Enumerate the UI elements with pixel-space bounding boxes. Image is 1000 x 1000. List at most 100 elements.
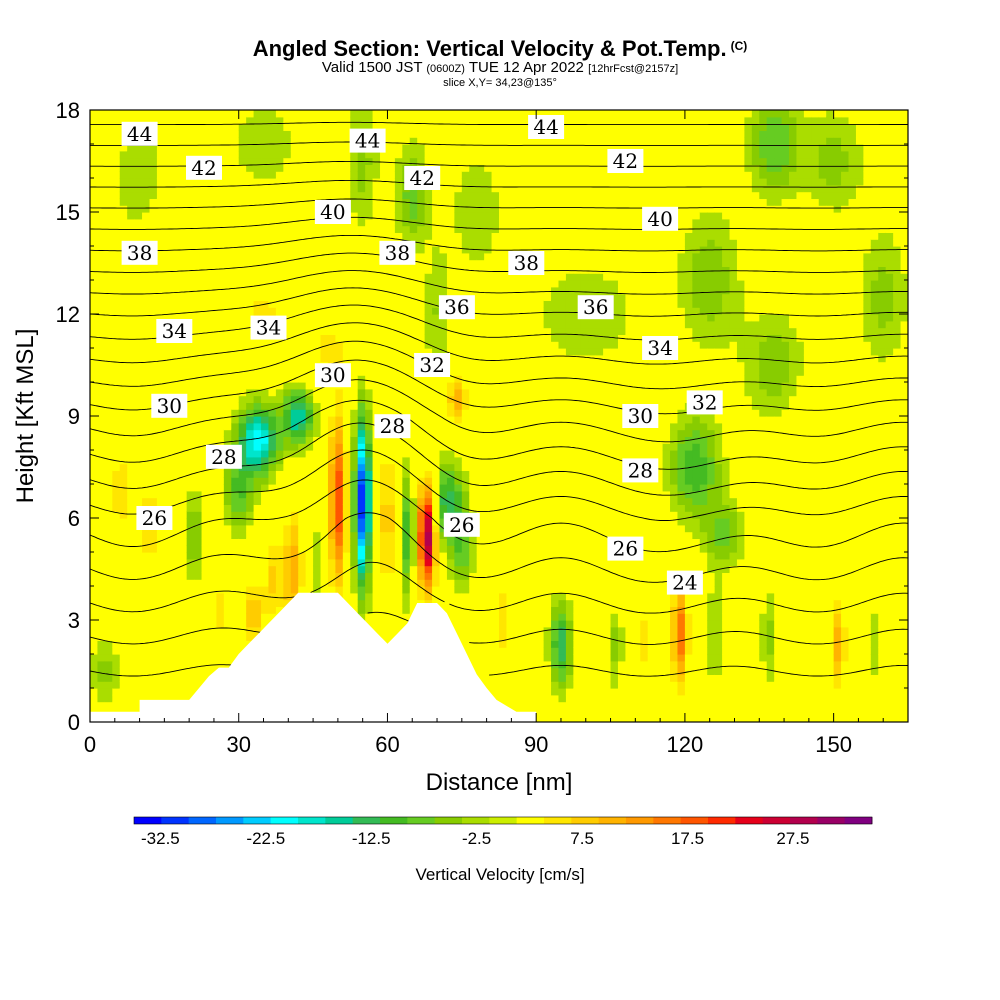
velocity-cell xyxy=(179,184,188,193)
velocity-cell xyxy=(134,178,143,186)
velocity-cell xyxy=(186,218,195,227)
velocity-cell xyxy=(149,640,158,648)
velocity-cell xyxy=(201,327,210,335)
velocity-cell xyxy=(484,266,493,274)
velocity-cell xyxy=(409,524,418,533)
velocity-cell xyxy=(112,579,121,587)
velocity-cell xyxy=(469,368,478,376)
velocity-cell xyxy=(446,239,455,247)
velocity-cell xyxy=(201,586,210,594)
velocity-cell xyxy=(313,443,322,451)
velocity-cell xyxy=(283,225,292,233)
velocity-cell xyxy=(439,198,448,206)
velocity-cell xyxy=(238,212,247,220)
velocity-cell xyxy=(313,293,322,301)
velocity-cell xyxy=(283,456,292,465)
velocity-cell xyxy=(112,613,121,621)
velocity-cell xyxy=(327,395,336,403)
velocity-cell xyxy=(201,443,210,451)
velocity-cell xyxy=(164,477,173,485)
velocity-cell xyxy=(409,225,418,233)
velocity-cell xyxy=(90,701,99,709)
velocity-cell xyxy=(454,456,463,465)
velocity-cell xyxy=(142,422,151,431)
velocity-cell xyxy=(357,320,366,329)
velocity-cell xyxy=(305,484,314,492)
velocity-cell xyxy=(97,191,106,199)
velocity-cell xyxy=(461,232,470,240)
velocity-cell xyxy=(97,490,106,499)
velocity-cell xyxy=(164,150,173,159)
velocity-cell xyxy=(149,436,158,444)
velocity-cell xyxy=(156,484,165,492)
velocity-cell xyxy=(238,626,247,635)
velocity-cell xyxy=(164,110,173,118)
velocity-cell xyxy=(432,477,441,485)
velocity-cell xyxy=(112,667,121,675)
velocity-cell xyxy=(305,552,314,560)
velocity-cell xyxy=(305,558,314,567)
velocity-cell xyxy=(179,545,188,553)
velocity-cell xyxy=(469,538,478,546)
velocity-cell xyxy=(201,218,210,227)
velocity-cell xyxy=(194,620,203,628)
velocity-cell xyxy=(179,218,188,227)
velocity-cell xyxy=(186,314,195,322)
velocity-cell xyxy=(231,218,240,227)
velocity-cell xyxy=(253,191,262,199)
velocity-cell xyxy=(246,307,255,315)
velocity-cell xyxy=(134,620,143,628)
velocity-cell xyxy=(231,375,240,383)
velocity-cell xyxy=(499,633,508,641)
velocity-cell xyxy=(409,538,418,546)
velocity-cell xyxy=(417,463,426,471)
velocity-cell xyxy=(246,150,255,159)
velocity-cell xyxy=(313,239,322,247)
velocity-cell xyxy=(402,368,411,376)
velocity-cell xyxy=(90,626,99,635)
velocity-cell xyxy=(484,450,493,458)
velocity-cell xyxy=(194,681,203,689)
velocity-cell xyxy=(164,144,173,152)
velocity-cell xyxy=(394,558,403,567)
velocity-cell xyxy=(402,558,411,567)
velocity-cell xyxy=(417,402,426,410)
velocity-cell xyxy=(380,626,389,635)
velocity-cell xyxy=(253,416,262,424)
velocity-cell xyxy=(372,327,381,335)
velocity-cell xyxy=(283,110,292,118)
velocity-cell xyxy=(223,212,232,220)
velocity-cell xyxy=(208,388,218,397)
velocity-cell xyxy=(491,565,500,573)
velocity-cell xyxy=(127,626,136,635)
velocity-cell xyxy=(104,620,113,628)
velocity-cell xyxy=(261,484,270,492)
velocity-cell xyxy=(231,518,240,526)
velocity-cell xyxy=(268,348,277,356)
velocity-cell xyxy=(164,171,173,179)
velocity-cell xyxy=(223,524,232,533)
velocity-cell xyxy=(439,232,448,240)
velocity-cell xyxy=(417,123,426,131)
velocity-cell xyxy=(238,545,247,553)
velocity-cell xyxy=(469,599,478,607)
velocity-cell xyxy=(327,572,336,580)
velocity-cell xyxy=(238,599,247,607)
velocity-cell xyxy=(394,171,403,179)
velocity-cell xyxy=(134,443,143,451)
velocity-cell xyxy=(275,280,284,288)
velocity-cell xyxy=(112,334,121,342)
velocity-cell xyxy=(387,599,396,607)
velocity-cell xyxy=(90,184,99,193)
velocity-cell xyxy=(387,538,396,546)
velocity-cell xyxy=(283,416,292,424)
velocity-cell xyxy=(283,123,292,131)
velocity-cell xyxy=(380,599,389,607)
velocity-cell xyxy=(342,286,351,295)
velocity-cell xyxy=(223,613,232,621)
velocity-cell xyxy=(417,334,426,342)
velocity-cell xyxy=(253,524,262,533)
velocity-cell xyxy=(231,592,240,601)
velocity-cell xyxy=(97,477,106,485)
velocity-cell xyxy=(320,531,329,539)
